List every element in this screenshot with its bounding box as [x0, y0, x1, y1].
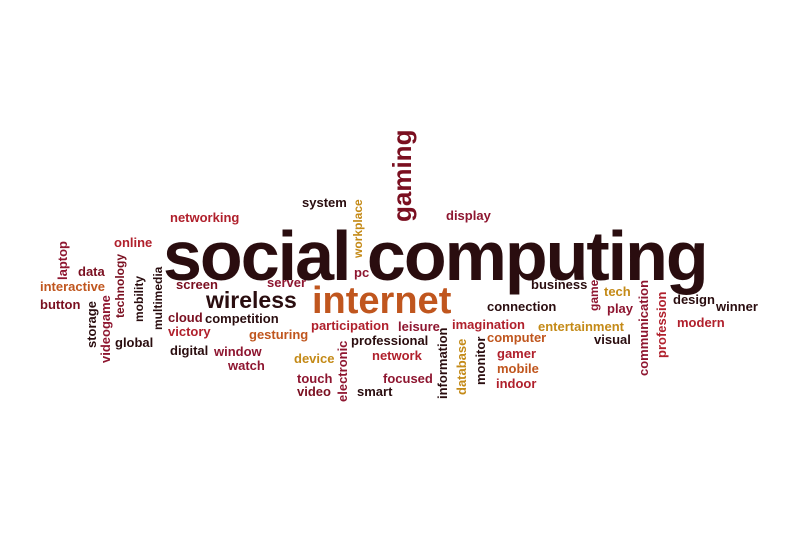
- word-technology: technology: [113, 253, 127, 318]
- word-device: device: [294, 351, 335, 366]
- word-videogame: videogame: [98, 295, 113, 363]
- word-internet: internet: [312, 280, 452, 322]
- word-window: window: [214, 344, 262, 359]
- word-victory: victory: [168, 324, 211, 339]
- word-screen: screen: [176, 277, 218, 292]
- word-design: design: [673, 292, 715, 307]
- word-data: data: [78, 264, 105, 279]
- word-communication: communication: [636, 279, 651, 376]
- word-imagination: imagination: [452, 317, 525, 332]
- word-online: online: [114, 235, 153, 250]
- word-networking: networking: [170, 210, 240, 225]
- word-game: game: [587, 279, 601, 311]
- word-digital: digital: [170, 343, 209, 358]
- word-cloud: cloud: [168, 310, 203, 325]
- word-electronic: electronic: [335, 340, 350, 402]
- word-indoor: indoor: [496, 376, 537, 391]
- word-profession: profession: [654, 291, 669, 358]
- word-pc: pc: [354, 265, 370, 280]
- word-button: button: [40, 297, 81, 312]
- word-computer: computer: [487, 330, 547, 345]
- word-social-computing: social computing: [163, 217, 709, 295]
- word-monitor: monitor: [473, 336, 488, 385]
- word-gamer: gamer: [497, 346, 537, 361]
- word-leisure: leisure: [398, 319, 440, 334]
- word-touch: touch: [297, 371, 333, 386]
- word-laptop: laptop: [55, 241, 70, 280]
- word-system: system: [302, 195, 347, 210]
- word-focused: focused: [383, 371, 433, 386]
- word-smart: smart: [357, 384, 393, 399]
- word-tech: tech: [604, 284, 631, 299]
- word-gesturing: gesturing: [249, 327, 309, 342]
- word-storage: storage: [84, 301, 99, 348]
- word-visual: visual: [594, 332, 631, 347]
- word-connection: connection: [487, 299, 557, 314]
- word-entertainment: entertainment: [538, 319, 624, 334]
- word-mobility: mobility: [132, 275, 146, 322]
- word-play: play: [607, 301, 634, 316]
- word-mobile: mobile: [497, 361, 539, 376]
- word-modern: modern: [677, 315, 725, 330]
- word-multimedia: multimedia: [151, 266, 165, 330]
- word-interactive: interactive: [40, 279, 106, 294]
- word-display: display: [446, 208, 491, 223]
- word-server: server: [267, 275, 307, 290]
- word-gaming: gaming: [387, 129, 417, 222]
- word-network: network: [372, 348, 422, 363]
- word-global: global: [115, 335, 154, 350]
- word-competition: competition: [205, 311, 279, 326]
- word-video: video: [297, 384, 331, 399]
- word-database: database: [454, 338, 469, 395]
- word-information: information: [435, 327, 450, 400]
- word-watch: watch: [228, 358, 265, 373]
- word-winner: winner: [716, 299, 758, 314]
- word-wireless: wireless: [206, 287, 297, 313]
- word-participation: participation: [311, 318, 390, 333]
- word-workplace: workplace: [351, 199, 365, 258]
- word-professional: professional: [351, 333, 429, 348]
- word-business: business: [531, 277, 588, 292]
